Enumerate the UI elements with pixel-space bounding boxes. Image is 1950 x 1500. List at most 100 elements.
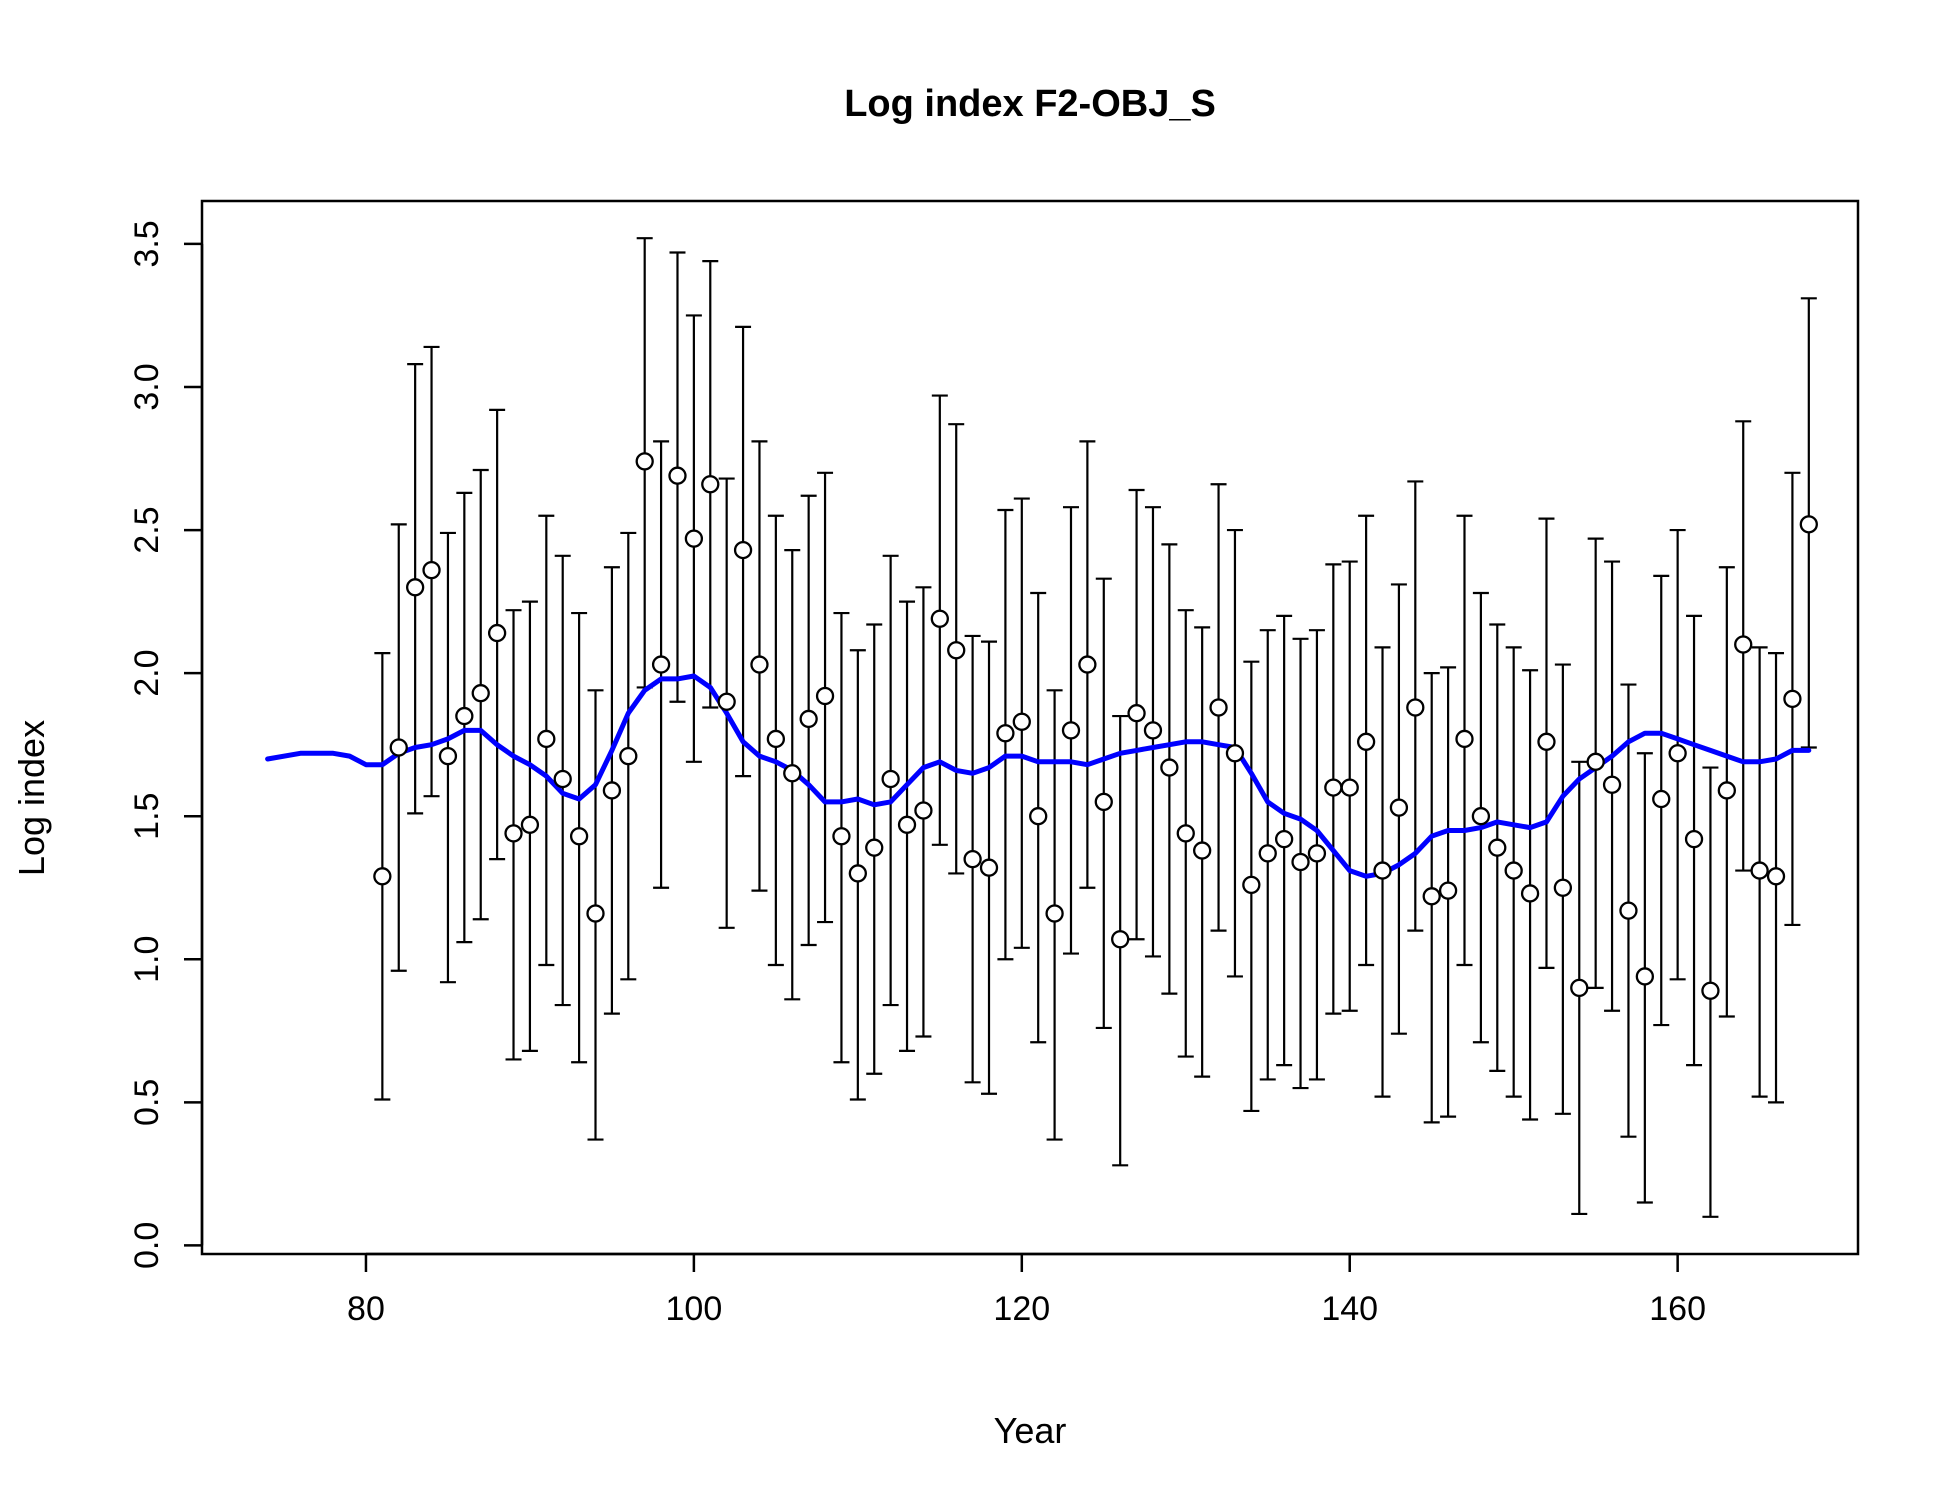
x-axis: 80 100 120 140 160 bbox=[347, 1252, 1706, 1328]
data-point bbox=[733, 540, 753, 560]
data-point bbox=[1340, 778, 1359, 797]
data-point bbox=[783, 764, 802, 783]
data-point bbox=[373, 867, 392, 886]
data-point bbox=[930, 609, 949, 628]
data-point bbox=[750, 655, 769, 674]
data-point bbox=[569, 827, 589, 846]
data-point bbox=[1012, 712, 1031, 731]
data-point bbox=[947, 641, 966, 660]
data-point bbox=[1717, 781, 1736, 800]
x-tick-label: 120 bbox=[993, 1290, 1050, 1328]
data-point bbox=[471, 684, 490, 703]
data-point bbox=[1242, 875, 1261, 895]
data-point bbox=[422, 560, 441, 580]
data-point bbox=[1209, 698, 1228, 717]
data-point bbox=[799, 709, 818, 729]
data-point bbox=[914, 801, 933, 820]
data-point bbox=[1635, 967, 1655, 986]
fitted-line bbox=[265, 673, 1812, 879]
data-point bbox=[717, 692, 736, 711]
data-point bbox=[1766, 867, 1786, 886]
data-point bbox=[832, 827, 851, 846]
data-point bbox=[635, 452, 654, 471]
y-tick-label: 1.5 bbox=[128, 793, 166, 840]
data-point bbox=[520, 815, 540, 834]
y-tick-label: 3.0 bbox=[128, 363, 166, 410]
y-axis-label: Log index bbox=[11, 720, 52, 876]
data-point bbox=[1668, 744, 1687, 763]
error-bars bbox=[374, 237, 1817, 1218]
data-point bbox=[1389, 798, 1409, 817]
x-tick-label: 160 bbox=[1649, 1290, 1706, 1328]
data-point bbox=[1406, 698, 1425, 717]
data-point bbox=[1356, 732, 1376, 751]
data-point bbox=[586, 904, 605, 923]
data-point bbox=[553, 769, 572, 789]
y-tick-label: 0.0 bbox=[128, 1222, 166, 1269]
plot-frame bbox=[200, 199, 1860, 1256]
data-point bbox=[438, 746, 458, 766]
data-point bbox=[1029, 807, 1048, 826]
data-point bbox=[668, 466, 687, 485]
data-point bbox=[1127, 704, 1146, 723]
data-point bbox=[1274, 829, 1294, 849]
data-point bbox=[1094, 792, 1113, 812]
data-point bbox=[701, 475, 720, 494]
data-point bbox=[1225, 744, 1245, 763]
data-point bbox=[996, 724, 1015, 743]
data-point bbox=[1045, 904, 1064, 923]
data-point bbox=[1619, 901, 1638, 920]
y-tick-label: 0.5 bbox=[128, 1079, 166, 1126]
y-tick-label: 3.5 bbox=[128, 220, 166, 267]
data-point bbox=[1684, 829, 1704, 849]
data-point bbox=[1111, 930, 1130, 949]
data-point bbox=[1701, 981, 1720, 1000]
data-point bbox=[537, 729, 556, 749]
data-point bbox=[1734, 635, 1753, 654]
data-point bbox=[979, 858, 999, 877]
chart-title: Log index F2-OBJ_S bbox=[844, 83, 1216, 125]
data-point bbox=[504, 824, 523, 843]
data-point bbox=[1373, 861, 1392, 880]
data-point bbox=[1586, 752, 1605, 771]
x-tick-label: 100 bbox=[666, 1290, 723, 1328]
data-point bbox=[1291, 852, 1310, 872]
data-point bbox=[389, 738, 408, 757]
data-point bbox=[1652, 789, 1671, 809]
data-point bbox=[1078, 655, 1097, 674]
data-point bbox=[1537, 732, 1556, 751]
data-point bbox=[1455, 729, 1474, 749]
data-point bbox=[1570, 978, 1589, 998]
data-point bbox=[651, 655, 671, 674]
observed-points bbox=[373, 452, 1818, 1000]
data-point bbox=[1160, 758, 1179, 777]
x-tick-label: 80 bbox=[347, 1290, 385, 1328]
data-point bbox=[897, 815, 917, 834]
data-point bbox=[1750, 861, 1769, 880]
data-point bbox=[1258, 844, 1277, 863]
data-point bbox=[1488, 838, 1507, 857]
data-point bbox=[881, 769, 900, 789]
data-point bbox=[619, 746, 638, 766]
data-point bbox=[684, 529, 704, 548]
data-point bbox=[1783, 689, 1802, 709]
y-tick-label: 2.5 bbox=[128, 506, 166, 553]
data-point bbox=[1061, 721, 1081, 740]
data-point bbox=[405, 578, 425, 597]
data-point bbox=[815, 686, 835, 706]
data-point bbox=[1471, 807, 1491, 826]
data-point bbox=[1438, 881, 1458, 900]
data-point bbox=[1602, 775, 1622, 794]
y-tick-label: 2.0 bbox=[128, 650, 166, 697]
y-tick-label: 1.0 bbox=[128, 936, 166, 983]
data-point bbox=[1799, 515, 1818, 534]
data-point bbox=[1422, 887, 1441, 906]
data-point bbox=[1176, 824, 1195, 843]
x-tick-label: 140 bbox=[1321, 1290, 1378, 1328]
data-point bbox=[1307, 844, 1327, 863]
data-point bbox=[1504, 861, 1523, 880]
data-point bbox=[848, 864, 867, 883]
data-point bbox=[1324, 778, 1343, 797]
data-point bbox=[766, 729, 786, 749]
